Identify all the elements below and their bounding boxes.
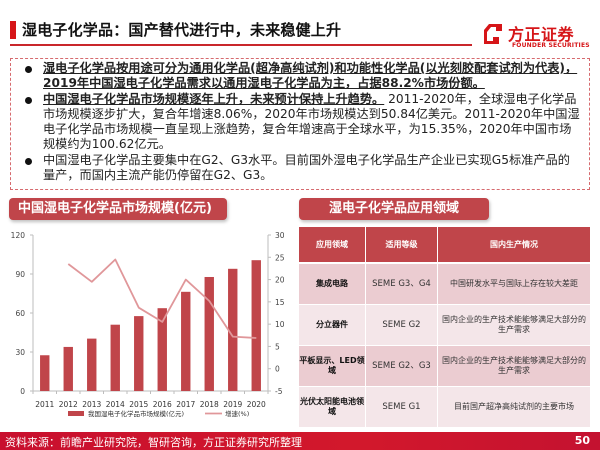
source-note: 资料来源：前瞻产业研究院，智研咨询，方正证券研究所整理 [5, 436, 302, 449]
svg-text:2011: 2011 [35, 400, 54, 409]
cell-grade: SEME G3、G4 [366, 264, 438, 304]
logo-english-name: FOUNDER SECURITIES [512, 42, 590, 49]
svg-text:2013: 2013 [82, 400, 101, 409]
svg-text:120: 120 [11, 231, 26, 240]
svg-text:30: 30 [15, 348, 25, 357]
header-status: 国内生产情况 [490, 239, 538, 249]
header-field: 应用领域 [299, 227, 366, 262]
svg-text:5: 5 [275, 342, 280, 351]
svg-text:2020: 2020 [247, 400, 266, 409]
svg-text:90: 90 [15, 270, 25, 279]
svg-text:2016: 2016 [153, 400, 172, 409]
svg-text:0: 0 [275, 365, 280, 374]
chart-title-label: 中国湿电子化学品市场规模(亿元) [9, 198, 227, 220]
summary-bullet: 湿电子化学品按用途可分为通用化学品(超净高纯试剂)和功能性化学品(以光刻胶配套试… [19, 61, 581, 92]
cell-field: 分立器件 [299, 305, 366, 345]
svg-text:2018: 2018 [200, 400, 219, 409]
application-table: 应用领域 适用等级 国内生产情况 集成电路 SEME G3、G4 中国研发水平与… [299, 227, 590, 428]
cell-status: 中国研发水平与国际上存在较大差距 [450, 279, 578, 288]
summary-bullet: 中国湿电子化学品市场规模逐年上升，未来预计保持上升趋势。 2011-2020年，… [19, 92, 581, 153]
svg-text:10: 10 [275, 320, 285, 329]
logo-chinese-name: 方正证券 [508, 25, 575, 44]
cell-field: 平板显示、LED领域 [299, 346, 366, 386]
cell-status: 目前国产超净高纯试剂的主要市场 [454, 402, 574, 411]
table-row: 分立器件 SEME G2 国内企业的生产技术能能够满足大部分的生产需求 [299, 305, 590, 346]
title-accent-bar [10, 21, 16, 39]
page-title: 湿电子化学品：国产替代进行中，未来稳健上升 [22, 21, 342, 39]
table-row: 光伏太阳能电池领域 SEME G1 目前国产超净高纯试剂的主要市场 [299, 387, 590, 428]
summary-box: 湿电子化学品按用途可分为通用化学品(超净高纯试剂)和功能性化学品(以光刻胶配套试… [10, 58, 590, 190]
table-row: 集成电路 SEME G3、G4 中国研发水平与国际上存在较大差距 [299, 264, 590, 305]
svg-text:15: 15 [275, 298, 285, 307]
table-header-row: 应用领域 适用等级 国内生产情况 [299, 227, 590, 264]
cell-status: 国内企业的生产技术能能够满足大部分的生产需求 [442, 356, 586, 375]
cell-grade: SEME G2 [366, 305, 438, 345]
svg-text:0: 0 [20, 387, 25, 396]
cell-field: 集成电路 [299, 264, 366, 304]
bullet-text: 2011-2020年，全球湿电子化学品市场规模逐步扩大，复合年增速8.06%，2… [43, 91, 580, 152]
table-row: 平板显示、LED领域 SEME G2、G3 国内企业的生产技术能能够满足大部分的… [299, 346, 590, 387]
cell-status: 国内企业的生产技术能能够满足大部分的生产需求 [442, 315, 586, 334]
svg-text:2014: 2014 [106, 400, 125, 409]
summary-bullet: 中国湿电子化学品主要集中在G2、G3水平。目前国外湿电子化学品生产企业已实现G5… [19, 153, 581, 184]
svg-text:20: 20 [275, 276, 285, 285]
title-divider [10, 44, 472, 46]
svg-text:我国湿电子化学品市场规模(亿元): 我国湿电子化学品市场规模(亿元) [88, 409, 184, 418]
cell-grade: SEME G1 [366, 387, 438, 427]
svg-text:60: 60 [15, 309, 25, 318]
svg-text:2019: 2019 [223, 400, 242, 409]
svg-text:2012: 2012 [59, 400, 78, 409]
cell-grade: SEME G2、G3 [366, 346, 438, 386]
cell-field: 光伏太阳能电池领域 [299, 387, 366, 427]
svg-text:-5: -5 [275, 387, 283, 396]
market-size-chart: 0 30 60 90 120 -5 0 5 10 15 20 25 30 2011 2012 2013 2014… [0, 225, 290, 425]
header-grade: 适用等级 [366, 227, 438, 262]
table-title-label: 湿电子化学品应用领域 [299, 198, 489, 220]
bullet-text: 中国湿电子化学品主要集中在G2、G3水平。目前国外湿电子化学品生产企业已实现G5… [43, 152, 570, 183]
svg-text:2015: 2015 [129, 400, 148, 409]
svg-text:30: 30 [275, 231, 285, 240]
svg-text:25: 25 [275, 253, 285, 262]
bullet-emphasis: 中国湿电子化学品市场规模逐年上升，未来预计保持上升趋势。 [43, 91, 385, 106]
founder-logo-icon [484, 24, 502, 44]
company-logo: 方正证券 FOUNDER SECURITIES [480, 18, 595, 58]
combo-chart: 0 30 60 90 120 -5 0 5 10 15 20 25 30 2011 2012 2013 2014… [11, 231, 285, 418]
bullet-emphasis: 湿电子化学品按用途可分为通用化学品(超净高纯试剂)和功能性化学品(以光刻胶配套试… [43, 61, 578, 91]
footer-bar: 资料来源：前瞻产业研究院，智研咨询，方正证券研究所整理 50 [0, 432, 600, 450]
svg-text:增速(%): 增速(%) [225, 409, 249, 418]
svg-text:2017: 2017 [176, 400, 195, 409]
page-number: 50 [574, 434, 590, 447]
